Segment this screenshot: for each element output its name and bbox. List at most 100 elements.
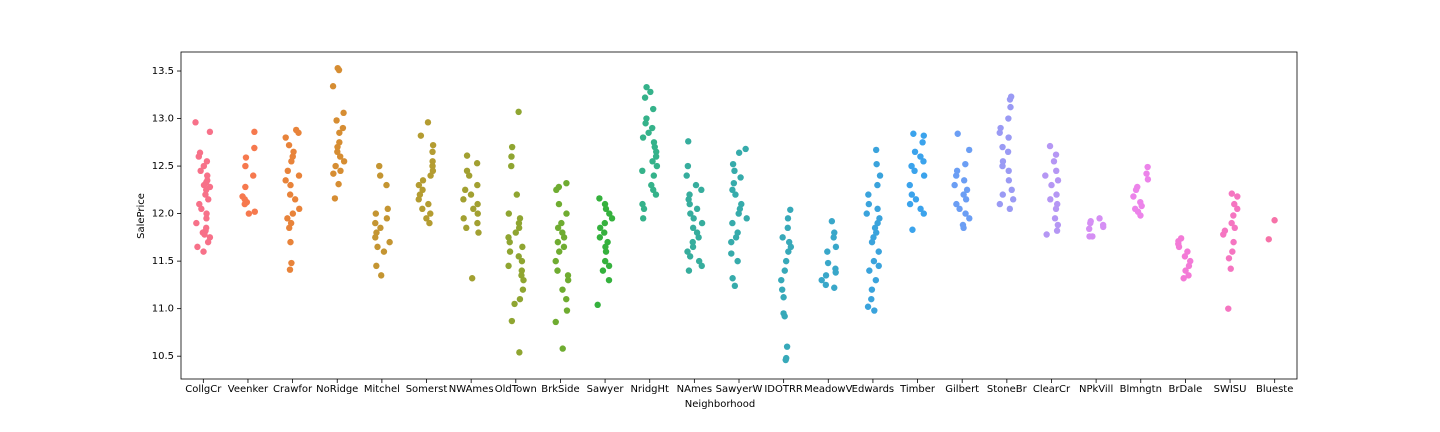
point (831, 229, 838, 236)
point (193, 219, 200, 227)
point (1130, 193, 1137, 200)
point (863, 210, 870, 217)
point (250, 172, 257, 179)
point (203, 158, 211, 165)
point (519, 243, 526, 251)
point (339, 124, 347, 132)
y-tick-label: 12.0 (152, 209, 174, 220)
point (956, 205, 963, 213)
point (601, 229, 608, 236)
point (868, 238, 876, 246)
point (873, 160, 880, 168)
point (198, 205, 205, 213)
point (653, 162, 661, 170)
point (906, 200, 914, 208)
point (337, 167, 344, 175)
point (872, 146, 880, 154)
point (287, 238, 294, 246)
x-tick-label: Mitchel (364, 384, 400, 395)
point (642, 120, 649, 127)
point (241, 200, 248, 208)
point (515, 108, 522, 116)
point (563, 179, 570, 187)
point (376, 162, 383, 170)
point (689, 243, 697, 251)
x-tick-label: OldTown (495, 384, 537, 395)
point (564, 272, 572, 279)
point (953, 172, 960, 179)
point (606, 210, 613, 217)
point (195, 153, 202, 160)
point (1052, 205, 1060, 213)
point (599, 267, 607, 274)
point (908, 191, 916, 198)
point (601, 200, 609, 208)
point (874, 181, 881, 189)
point (919, 139, 926, 146)
point (743, 215, 750, 222)
point (1051, 215, 1059, 222)
point (601, 257, 609, 265)
point (419, 177, 427, 184)
point (602, 243, 609, 251)
point (687, 210, 694, 217)
point (1137, 212, 1144, 219)
point (1050, 158, 1058, 165)
point (639, 134, 647, 141)
y-tick-label: 11.0 (152, 304, 174, 315)
point (288, 158, 295, 165)
point (920, 158, 927, 165)
point (594, 301, 601, 309)
point (468, 275, 476, 282)
x-tick-label: Blueste (1256, 384, 1293, 395)
point (512, 229, 519, 236)
point (960, 224, 967, 232)
point (559, 286, 566, 293)
point (818, 276, 825, 284)
point (876, 172, 884, 179)
point (1096, 215, 1103, 222)
point (872, 276, 880, 284)
point (425, 200, 432, 208)
x-tick-label: Somerst (406, 384, 448, 395)
point (779, 234, 786, 241)
point (552, 318, 559, 326)
point (729, 160, 737, 168)
x-tick-label: Gilbert (945, 384, 979, 395)
point (520, 276, 527, 284)
point (685, 267, 693, 274)
point (999, 143, 1006, 151)
point (377, 224, 384, 232)
point (200, 248, 207, 255)
point (868, 295, 875, 303)
point (1009, 196, 1017, 203)
point (685, 138, 692, 145)
point (643, 83, 650, 91)
point (336, 153, 344, 160)
point (556, 248, 563, 255)
x-tick-label: NAmes (677, 384, 712, 395)
point (463, 224, 470, 232)
point (427, 172, 434, 179)
point (563, 307, 571, 314)
point (415, 181, 423, 189)
point (286, 191, 294, 198)
point (690, 215, 697, 222)
point (731, 282, 739, 290)
point (290, 148, 297, 156)
point (645, 129, 652, 136)
point (206, 128, 214, 136)
point (506, 238, 513, 246)
point (1182, 267, 1189, 274)
point (513, 191, 521, 198)
point (192, 119, 199, 126)
point (467, 191, 475, 198)
point (683, 172, 690, 179)
point (649, 124, 656, 132)
point (689, 224, 697, 232)
point (334, 143, 341, 151)
point (558, 219, 565, 227)
point (203, 215, 210, 222)
point (560, 243, 568, 251)
